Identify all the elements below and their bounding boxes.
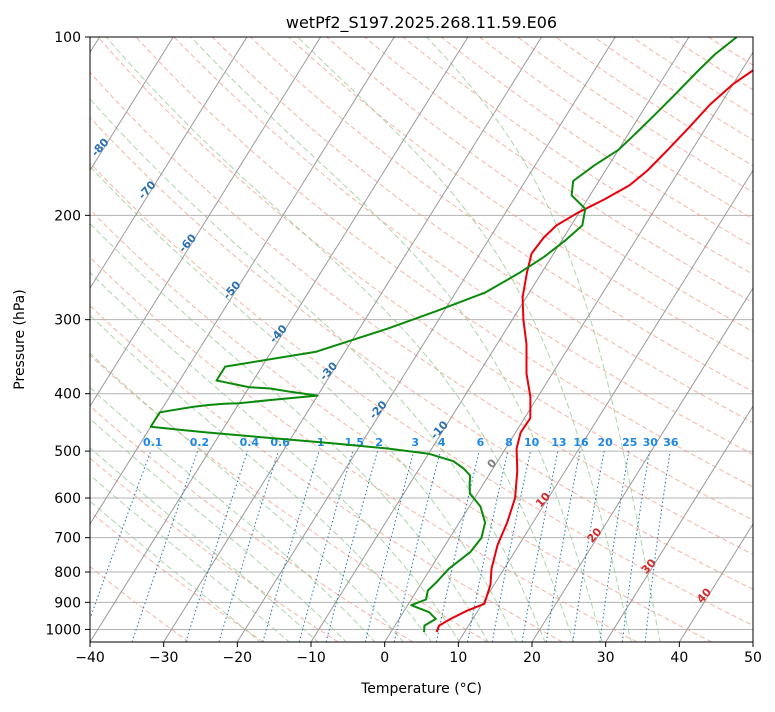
mixing-ratio-line [263,451,319,642]
mixing-ratio-line [522,451,558,642]
moist-adiabat [191,37,603,643]
dry-adiabat [479,37,775,642]
isotherm [385,37,763,642]
dewpoint-profile [151,37,737,632]
mixing-ratio-line [546,451,580,642]
moist-adiabat [427,37,661,643]
mixing-ratio-label: 13 [551,436,566,449]
mixing-ratio-line [326,451,378,642]
x-tick-label: −40 [75,650,105,666]
dry-adiabat [289,37,775,642]
isotherm-label: -60 [176,231,199,255]
isotherm-label: -80 [89,135,112,159]
mixing-ratio-label: 10 [524,436,540,449]
dry-adiabat [327,37,775,642]
mixing-ratio-line [365,451,414,642]
isotherm-label: 30 [639,556,659,576]
x-tick-label: 40 [670,650,688,666]
mixing-ratio-line [299,451,353,642]
mixing-ratio-line [573,451,604,642]
y-tick-label: 900 [54,595,81,611]
mixing-ratio-line [219,451,278,642]
mixing-ratio-label: 36 [663,436,679,449]
x-tick-label: −20 [223,650,253,666]
x-tick-label: −30 [149,650,179,666]
y-tick-label: 600 [54,491,81,507]
isotherm-label: -90 [43,90,66,114]
mixing-ratio-label: 16 [573,436,589,449]
y-tick-label: 200 [54,208,81,224]
x-tick-label: 10 [449,650,467,666]
isotherm [16,37,394,642]
mixing-ratio-label: 30 [643,436,659,449]
x-tick-label: 30 [597,650,615,666]
x-tick-label: 20 [523,650,541,666]
moist-adiabat [0,37,348,643]
mixing-ratio-label: 20 [597,436,613,449]
x-tick-label: −10 [296,650,326,666]
mixing-ratio-label: 6 [477,436,485,449]
x-tick-label: 50 [744,650,762,666]
dry-adiabat [0,37,189,642]
isotherm [679,37,775,642]
dry-adiabat [251,37,775,642]
isotherm-label: -50 [220,278,243,302]
isotherm-label: -100 [0,44,22,73]
mixing-ratio-line [186,451,248,642]
y-tick-label: 500 [54,444,81,460]
y-tick-label: 700 [54,531,81,547]
mixing-ratio-lines [82,451,670,642]
x-axis-ticks: −40 −30 −20 −10 0 10 20 30 40 50 [75,642,762,666]
mixing-ratio-line [82,451,151,642]
isotherm-label: -40 [267,322,290,346]
y-tick-label: 400 [54,387,81,403]
isotherm [0,37,247,642]
isotherm-label: -70 [136,178,159,202]
y-axis-label: Pressure (hPa) [12,289,28,389]
dry-adiabat [0,37,637,642]
dry-adiabat [670,37,775,642]
mixing-ratio-line [132,451,198,642]
y-tick-label: 1000 [45,622,81,638]
mixing-ratio-line [622,451,649,642]
y-tick-label: 100 [54,30,81,46]
dry-adiabat [632,37,775,642]
mixing-ratio-label: 0.4 [240,436,260,449]
isotherm [532,37,775,642]
isotherm-label: 20 [585,525,605,545]
x-axis-label: Temperature (°C) [360,681,482,697]
mixing-ratio-label: 0.2 [190,436,210,449]
isotherm-label: -10 [428,418,451,442]
dry-adiabat [441,37,775,642]
isotherm [237,37,615,642]
plot-frame [90,37,753,642]
dry-adiabat [708,37,775,642]
moist-adiabat [0,37,517,643]
dry-adiabat [0,37,488,642]
chart-title: wetPf2_S197.2025.268.11.59.E06 [286,13,557,33]
isotherm-label: -30 [317,359,340,383]
dry-adiabat [60,37,775,642]
y-tick-label: 800 [54,565,81,581]
mixing-ratio-label: 0.1 [143,436,163,449]
mixing-ratio-label: 8 [505,436,513,449]
dry-adiabat [98,37,775,642]
y-axis-ticks: 100 200 300 400 500 600 700 800 900 1000 [45,30,90,638]
moist-adiabats [0,37,660,643]
isotherm [458,37,775,642]
isotherm [311,37,689,642]
y-tick-label: 300 [54,313,81,329]
moist-adiabat [0,37,376,643]
mixing-ratio-line [645,451,670,642]
moist-adiabat [298,37,632,643]
isotherm-label: 10 [533,490,553,510]
mixing-ratio-label: 25 [622,436,637,449]
x-tick-label: 0 [380,650,389,666]
mixing-ratio-label: 3 [411,436,419,449]
isotherm [753,37,775,642]
isotherm-label: 0 [485,456,500,471]
